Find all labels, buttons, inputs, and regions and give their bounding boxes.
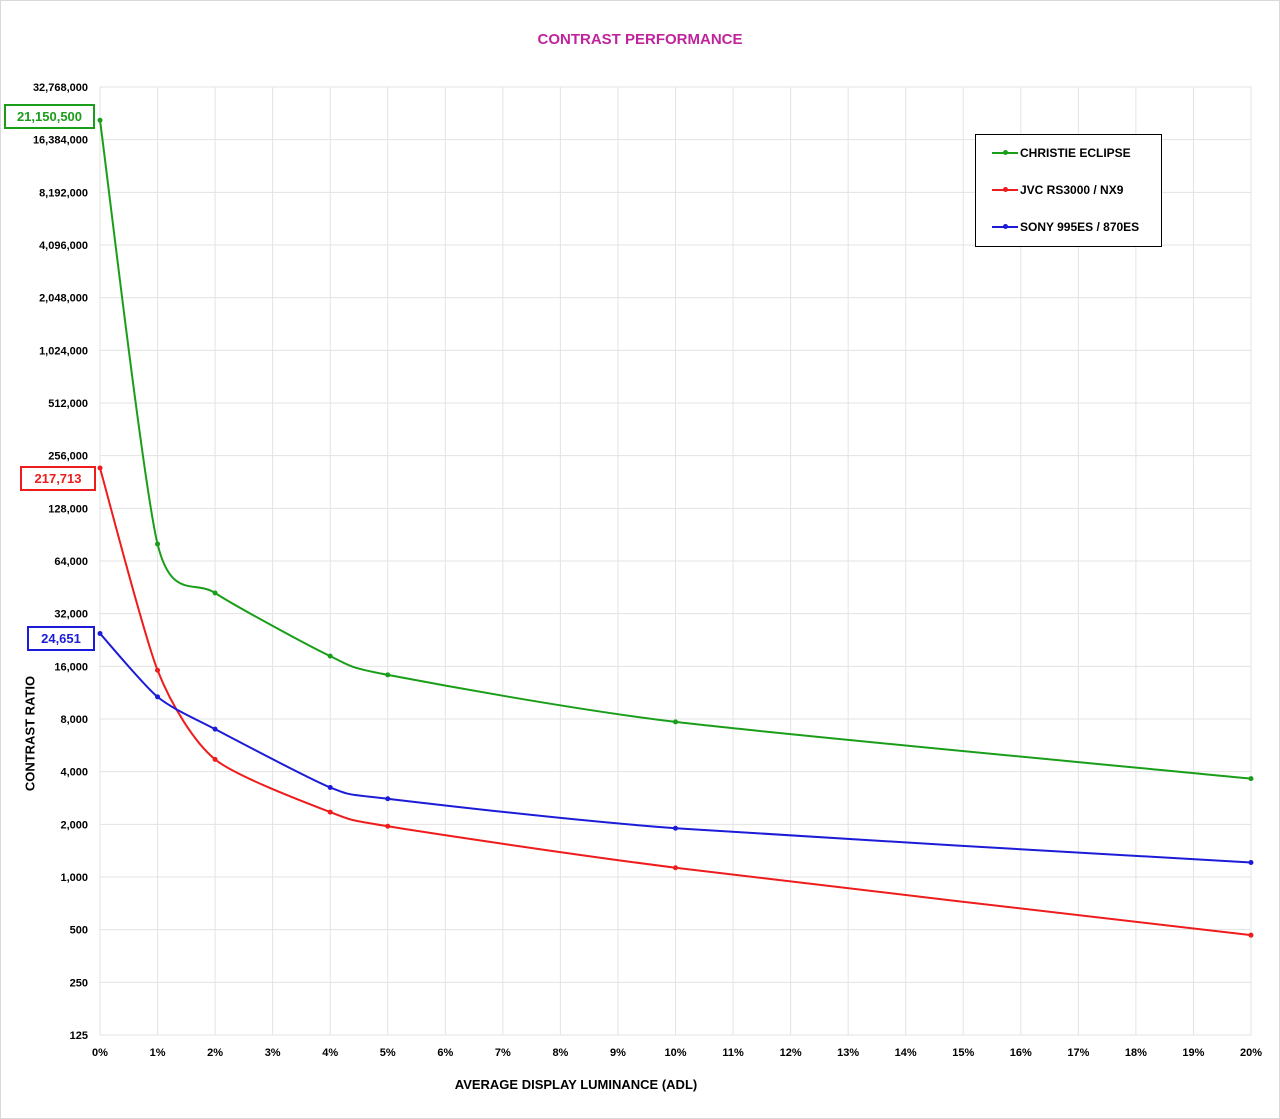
- y-tick-label: 64,000: [54, 556, 88, 568]
- y-tick-label: 125: [70, 1030, 88, 1042]
- x-tick-label: 6%: [437, 1047, 453, 1059]
- legend-swatch-jvc: [992, 187, 1018, 192]
- x-tick-label: 20%: [1240, 1047, 1262, 1059]
- data-point-sony: [1248, 860, 1254, 866]
- data-point-jvc: [327, 809, 333, 815]
- y-tick-label: 1,000: [60, 872, 88, 884]
- data-point-christie: [385, 672, 391, 678]
- x-tick-label: 5%: [380, 1047, 396, 1059]
- data-point-sony: [212, 726, 218, 732]
- callout-jvc-peak: 217,713: [20, 466, 96, 491]
- data-point-christie: [155, 541, 161, 547]
- y-tick-label: 8,192,000: [39, 187, 88, 199]
- legend-label-sony: SONY 995ES / 870ES: [1020, 220, 1140, 234]
- x-tick-label: 9%: [610, 1047, 626, 1059]
- legend-swatch-sony: [992, 224, 1018, 229]
- x-tick-label: 17%: [1067, 1047, 1089, 1059]
- y-tick-label: 2,048,000: [39, 293, 88, 305]
- data-point-christie: [673, 719, 678, 725]
- callout-sony-peak: 24,651: [27, 626, 95, 651]
- x-tick-label: 16%: [1010, 1047, 1032, 1059]
- x-tick-label: 14%: [895, 1047, 917, 1059]
- y-tick-label: 1,024,000: [39, 345, 88, 357]
- x-tick-label: 18%: [1125, 1047, 1147, 1059]
- x-tick-label: 1%: [150, 1047, 166, 1059]
- y-tick-label: 250: [70, 977, 88, 989]
- x-tick-label: 4%: [322, 1047, 338, 1059]
- y-tick-label: 128,000: [48, 503, 88, 515]
- x-tick-label: 7%: [495, 1047, 511, 1059]
- y-tick-label: 8,000: [60, 714, 88, 726]
- y-tick-label: 32,768,000: [33, 82, 88, 94]
- x-tick-label: 11%: [722, 1047, 744, 1059]
- y-tick-label: 512,000: [48, 398, 88, 410]
- legend-label-christie: CHRISTIE ECLIPSE: [1020, 146, 1131, 160]
- x-tick-label: 13%: [837, 1047, 859, 1059]
- legend-item-jvc: JVC RS3000 / NX9: [992, 181, 1123, 199]
- data-point-jvc: [673, 865, 678, 871]
- legend-swatch-christie: [992, 150, 1018, 155]
- data-point-jvc: [212, 756, 218, 762]
- data-point-sony: [673, 825, 678, 831]
- data-point-christie: [327, 653, 333, 659]
- y-tick-label: 4,000: [60, 767, 88, 779]
- y-tick-label: 4,096,000: [39, 240, 88, 252]
- data-point-sony: [155, 694, 161, 700]
- data-point-sony: [327, 784, 333, 790]
- data-point-jvc: [1248, 932, 1254, 938]
- y-tick-label: 16,000: [54, 661, 88, 673]
- data-point-sony: [97, 630, 103, 636]
- x-tick-label: 12%: [780, 1047, 802, 1059]
- y-tick-label: 2,000: [60, 819, 88, 831]
- x-tick-label: 19%: [1182, 1047, 1204, 1059]
- x-tick-label: 3%: [265, 1047, 281, 1059]
- data-point-jvc: [97, 465, 103, 471]
- legend-item-sony: SONY 995ES / 870ES: [992, 218, 1139, 236]
- callout-christie-peak: 21,150,500: [4, 104, 95, 129]
- x-tick-label: 2%: [207, 1047, 223, 1059]
- x-tick-label: 8%: [552, 1047, 568, 1059]
- y-tick-label: 500: [70, 925, 88, 937]
- chart-title: CONTRAST PERFORMANCE: [537, 31, 743, 48]
- data-point-jvc: [385, 823, 391, 829]
- x-tick-label: 0%: [92, 1047, 108, 1059]
- y-tick-label: 32,000: [54, 609, 88, 621]
- legend-label-jvc: JVC RS3000 / NX9: [1020, 183, 1124, 197]
- y-tick-label: 16,384,000: [33, 135, 88, 147]
- data-point-jvc: [155, 667, 161, 673]
- data-point-christie: [212, 590, 218, 596]
- x-axis-label: AVERAGE DISPLAY LUMINANCE (ADL): [454, 1077, 698, 1092]
- x-tick-label: 15%: [952, 1047, 974, 1059]
- series-line-christie: [99, 120, 1252, 780]
- data-point-sony: [385, 796, 391, 802]
- y-tick-label: 256,000: [48, 451, 88, 463]
- legend: CHRISTIE ECLIPSE JVC RS3000 / NX9 SONY 9…: [975, 134, 1162, 247]
- data-point-christie: [97, 117, 103, 123]
- data-point-christie: [1248, 776, 1254, 782]
- x-tick-label: 10%: [664, 1047, 686, 1059]
- legend-item-christie: CHRISTIE ECLIPSE: [992, 144, 1131, 162]
